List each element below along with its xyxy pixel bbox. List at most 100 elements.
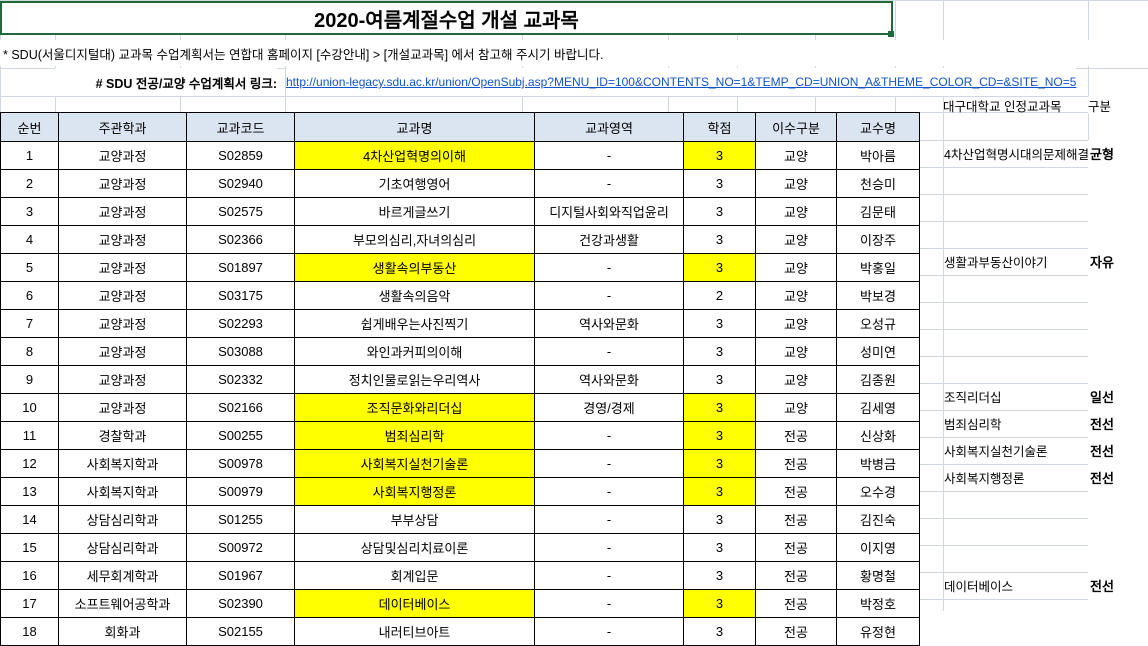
cell-credit[interactable]: 3 bbox=[683, 617, 756, 646]
cell-no[interactable]: 18 bbox=[0, 617, 59, 646]
cell-dept[interactable]: 교양과정 bbox=[58, 309, 187, 338]
cell-type[interactable]: 교양 bbox=[755, 365, 837, 394]
cell-area[interactable]: 경영/경제 bbox=[534, 393, 684, 422]
cell-prof[interactable]: 신상화 bbox=[836, 421, 920, 450]
cell-dept[interactable]: 교양과정 bbox=[58, 253, 187, 282]
recognized-course-name[interactable] bbox=[943, 194, 1088, 221]
cell-credit[interactable]: 3 bbox=[683, 309, 756, 338]
recognized-course-type[interactable] bbox=[1088, 221, 1148, 248]
cell-prof[interactable]: 박병금 bbox=[836, 449, 920, 478]
cell-prof[interactable]: 이지영 bbox=[836, 533, 920, 562]
cell-no[interactable]: 16 bbox=[0, 561, 59, 590]
cell-code[interactable]: S01967 bbox=[186, 561, 295, 590]
cell-dept[interactable]: 교양과정 bbox=[58, 281, 187, 310]
cell-area[interactable]: 디지털사회와직업윤리 bbox=[534, 197, 684, 226]
cell-type[interactable]: 전공 bbox=[755, 561, 837, 590]
cell-name[interactable]: 범죄심리학 bbox=[294, 421, 535, 450]
cell-area[interactable]: - bbox=[534, 589, 684, 618]
cell-prof[interactable]: 김진숙 bbox=[836, 505, 920, 534]
cell-prof[interactable]: 천승미 bbox=[836, 169, 920, 198]
recognized-course-name[interactable]: 4차산업혁명시대의문제해결 bbox=[944, 148, 1088, 162]
cell-type[interactable]: 교양 bbox=[755, 393, 837, 422]
cell-dept[interactable]: 교양과정 bbox=[58, 225, 187, 254]
column-header-credit[interactable]: 학점 bbox=[683, 112, 756, 142]
cell-name[interactable]: 생활속의음악 bbox=[294, 281, 535, 310]
cell-name[interactable]: 회계입문 bbox=[294, 561, 535, 590]
cell-name[interactable]: 상담및심리치료이론 bbox=[294, 533, 535, 562]
selection-handle[interactable] bbox=[888, 31, 894, 37]
cell-name[interactable]: 부부상담 bbox=[294, 505, 535, 534]
cell-no[interactable]: 3 bbox=[0, 197, 59, 226]
cell-area[interactable]: 역사와문화 bbox=[534, 309, 684, 338]
recognized-course-type[interactable] bbox=[1088, 302, 1148, 329]
cell-type[interactable]: 교양 bbox=[755, 309, 837, 338]
column-header-dept[interactable]: 주관학과 bbox=[58, 112, 187, 142]
cell-area[interactable]: - bbox=[534, 281, 684, 310]
recognized-course-name[interactable]: 조직리더십 bbox=[944, 391, 1002, 405]
cell-no[interactable]: 6 bbox=[0, 281, 59, 310]
cell-code[interactable]: S02166 bbox=[186, 393, 295, 422]
cell-area[interactable]: - bbox=[534, 421, 684, 450]
cell-code[interactable]: S00972 bbox=[186, 533, 295, 562]
cell-area[interactable]: - bbox=[534, 337, 684, 366]
recognized-course-name[interactable] bbox=[943, 518, 1088, 545]
cell-prof[interactable]: 박보경 bbox=[836, 281, 920, 310]
cell-no[interactable]: 12 bbox=[0, 449, 59, 478]
cell-prof[interactable]: 황명철 bbox=[836, 561, 920, 590]
recognized-course-name[interactable] bbox=[943, 275, 1088, 302]
cell-type[interactable]: 교양 bbox=[755, 253, 837, 282]
cell-dept[interactable]: 사회복지학과 bbox=[58, 449, 187, 478]
cell-type[interactable]: 전공 bbox=[755, 505, 837, 534]
cell-type[interactable]: 교양 bbox=[755, 225, 837, 254]
cell-type[interactable]: 전공 bbox=[755, 589, 837, 618]
cell-area[interactable]: 역사와문화 bbox=[534, 365, 684, 394]
cell-dept[interactable]: 교양과정 bbox=[58, 141, 187, 170]
cell-name[interactable]: 사회복지행정론 bbox=[294, 477, 535, 506]
cell-dept[interactable]: 소프트웨어공학과 bbox=[58, 589, 187, 618]
cell-area[interactable]: - bbox=[534, 505, 684, 534]
cell-name[interactable]: 데이터베이스 bbox=[294, 589, 535, 618]
cell-code[interactable]: S02390 bbox=[186, 589, 295, 618]
column-header-prof[interactable]: 교수명 bbox=[836, 112, 920, 142]
recognized-course-name[interactable] bbox=[943, 167, 1088, 194]
cell-type[interactable]: 전공 bbox=[755, 421, 837, 450]
cell-prof[interactable]: 김종원 bbox=[836, 365, 920, 394]
cell-type[interactable]: 교양 bbox=[755, 281, 837, 310]
cell-dept[interactable]: 세무회계학과 bbox=[58, 561, 187, 590]
cell-area[interactable]: 건강과생활 bbox=[534, 225, 684, 254]
cell-type[interactable]: 교양 bbox=[755, 197, 837, 226]
recognized-course-name[interactable] bbox=[943, 599, 1088, 626]
cell-name[interactable]: 와인과커피의이해 bbox=[294, 337, 535, 366]
cell-credit[interactable]: 3 bbox=[683, 505, 756, 534]
column-header-code[interactable]: 교과코드 bbox=[186, 112, 295, 142]
cell-code[interactable]: S02332 bbox=[186, 365, 295, 394]
cell-name[interactable]: 부모의심리,자녀의심리 bbox=[294, 225, 535, 254]
cell-credit[interactable]: 3 bbox=[683, 393, 756, 422]
cell-dept[interactable]: 상담심리학과 bbox=[58, 505, 187, 534]
cell-code[interactable]: S02575 bbox=[186, 197, 295, 226]
cell-code[interactable]: S03175 bbox=[186, 281, 295, 310]
cell-code[interactable]: S03088 bbox=[186, 337, 295, 366]
cell-no[interactable]: 15 bbox=[0, 533, 59, 562]
recognized-course-name[interactable]: 데이터베이스 bbox=[944, 580, 1014, 594]
cell-name[interactable]: 4차산업혁명의이해 bbox=[294, 141, 535, 170]
cell-prof[interactable]: 김문태 bbox=[836, 197, 920, 226]
cell-prof[interactable]: 오수경 bbox=[836, 477, 920, 506]
column-header-area[interactable]: 교과영역 bbox=[534, 112, 684, 142]
recognized-course-name[interactable] bbox=[943, 329, 1088, 356]
cell-area[interactable]: - bbox=[534, 449, 684, 478]
cell-credit[interactable]: 3 bbox=[683, 365, 756, 394]
cell-no[interactable]: 9 bbox=[0, 365, 59, 394]
recognized-course-type[interactable] bbox=[1088, 275, 1148, 302]
recognized-course-type[interactable]: 전선 bbox=[1088, 464, 1148, 491]
cell-prof[interactable]: 박정호 bbox=[836, 589, 920, 618]
cell-code[interactable]: S02155 bbox=[186, 617, 295, 646]
cell-no[interactable]: 1 bbox=[0, 141, 59, 170]
recognized-course-name[interactable] bbox=[943, 491, 1088, 518]
cell-type[interactable]: 교양 bbox=[755, 337, 837, 366]
recognized-course-type[interactable]: 전선 bbox=[1088, 437, 1148, 464]
cell-code[interactable]: S02293 bbox=[186, 309, 295, 338]
cell-credit[interactable]: 3 bbox=[683, 141, 756, 170]
cell-dept[interactable]: 교양과정 bbox=[58, 393, 187, 422]
recognized-course-name[interactable] bbox=[943, 545, 1088, 572]
